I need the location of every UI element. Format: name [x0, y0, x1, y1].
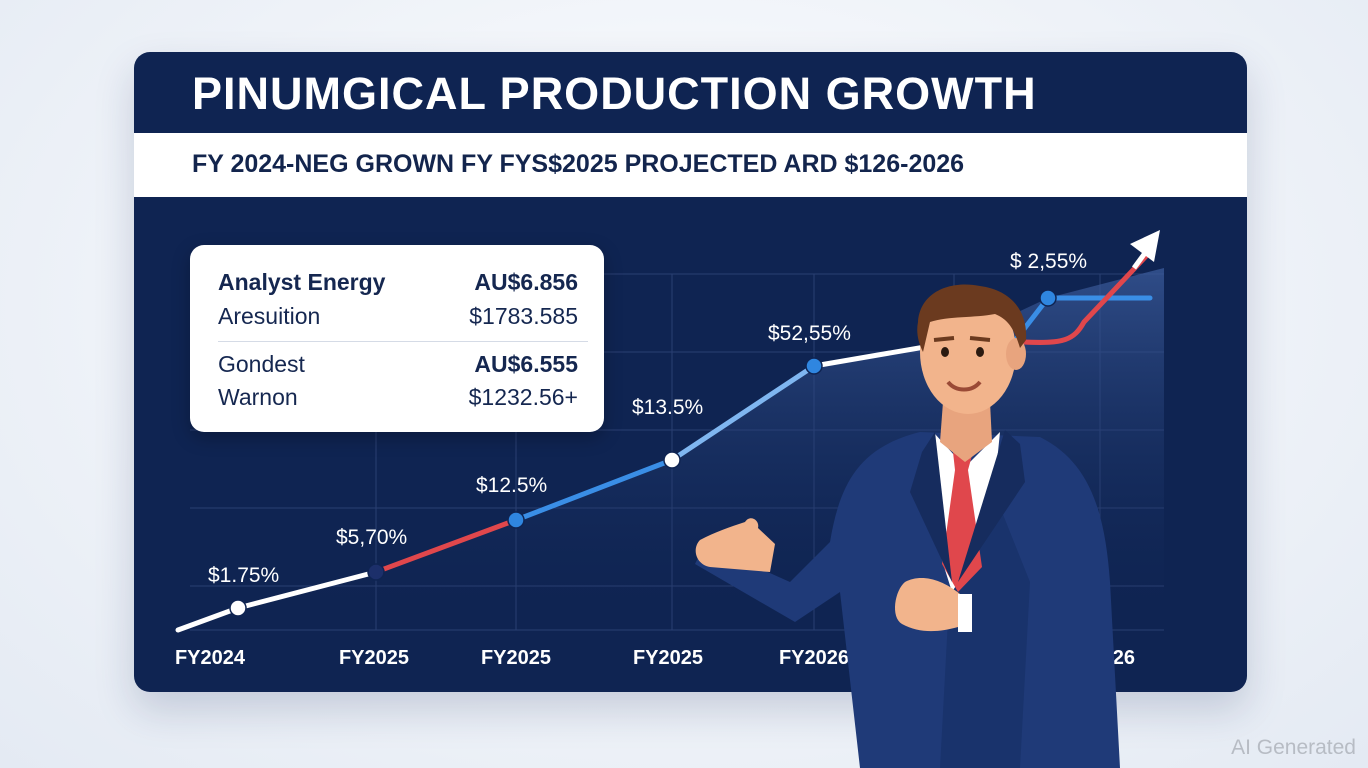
data-label: $5,70%: [336, 526, 407, 549]
series-markers: [229, 289, 1057, 617]
data-point-marker: [507, 511, 525, 529]
x-tick-label: FY2025: [633, 647, 703, 669]
series-segment: [669, 363, 817, 463]
data-label: $13.5%: [632, 396, 703, 419]
hand-left: [695, 518, 775, 572]
hand-right: [894, 578, 960, 632]
subtitle-bar: FY 2024-NEG GROWN FY FYS$2025 PROJECTED …: [134, 133, 1247, 197]
data-point-marker: [229, 599, 247, 617]
neck: [940, 402, 992, 462]
info-value: AU$6.856: [474, 269, 578, 295]
data-label: $ 2,55%: [1010, 250, 1087, 273]
info-label: Aresuition: [218, 303, 321, 329]
chart-title: PINUMGICAL PRODUCTION GROWTH: [192, 68, 1037, 119]
chart-subtitle: FY 2024-NEG GROWN FY FYS$2025 PROJECTED …: [192, 150, 965, 178]
info-row: Gondest AU$6.555: [218, 351, 578, 383]
info-row: Analyst Energy AU$6.856: [218, 269, 578, 301]
brow-right: [969, 336, 991, 342]
lapel-right: [958, 430, 1025, 582]
cuff-right: [958, 594, 972, 632]
hair: [917, 284, 1027, 352]
x-tick-label: FY2026: [779, 647, 849, 669]
x-tick-label: FY2025: [481, 647, 551, 669]
info-label: Analyst Energy: [218, 269, 386, 295]
x-tick-label: FY2025: [339, 647, 409, 669]
info-value: AU$6.555: [474, 351, 578, 377]
info-divider: [218, 341, 588, 342]
watermark: AI Generated: [1231, 736, 1356, 759]
eye-right: [976, 347, 984, 357]
eye-left: [941, 347, 949, 357]
info-row: Warnon $1232.56+: [218, 384, 578, 416]
series-segment: [1021, 249, 1153, 345]
mouth: [946, 380, 982, 392]
info-value: $1783.585: [469, 303, 578, 329]
info-value: $1232.56+: [468, 384, 578, 410]
info-row: Aresuition $1783.585: [218, 303, 578, 335]
series-segment: [513, 457, 675, 523]
series-segment: [373, 517, 519, 575]
data-label: $1.75%: [208, 564, 279, 587]
trend-arrow-shaft: [1131, 236, 1159, 270]
series-segment: [175, 605, 241, 633]
brow-left: [933, 336, 955, 342]
series-segment: [235, 569, 379, 611]
head: [920, 290, 1016, 414]
data-point-marker: [663, 451, 681, 469]
lapel-left: [910, 432, 952, 582]
data-label: $12.5%: [476, 474, 547, 497]
data-labels: $1.75% $5,70% $12.5% $13.5% $52,55% $ 2,55%: [208, 250, 1087, 587]
presenter-illustration: [695, 284, 1120, 768]
analyst-info-box: Analyst Energy AU$6.856 Aresuition $1783…: [190, 245, 604, 432]
data-point-marker: [805, 357, 823, 375]
data-label: $52,55%: [768, 322, 851, 345]
x-tick-label: FY2024: [175, 647, 246, 669]
trend-arrow-head: [1130, 230, 1160, 262]
data-point-marker: [1039, 289, 1057, 307]
data-point-marker: [367, 563, 385, 581]
info-label: Warnon: [218, 384, 298, 410]
info-label: Gondest: [218, 351, 305, 377]
